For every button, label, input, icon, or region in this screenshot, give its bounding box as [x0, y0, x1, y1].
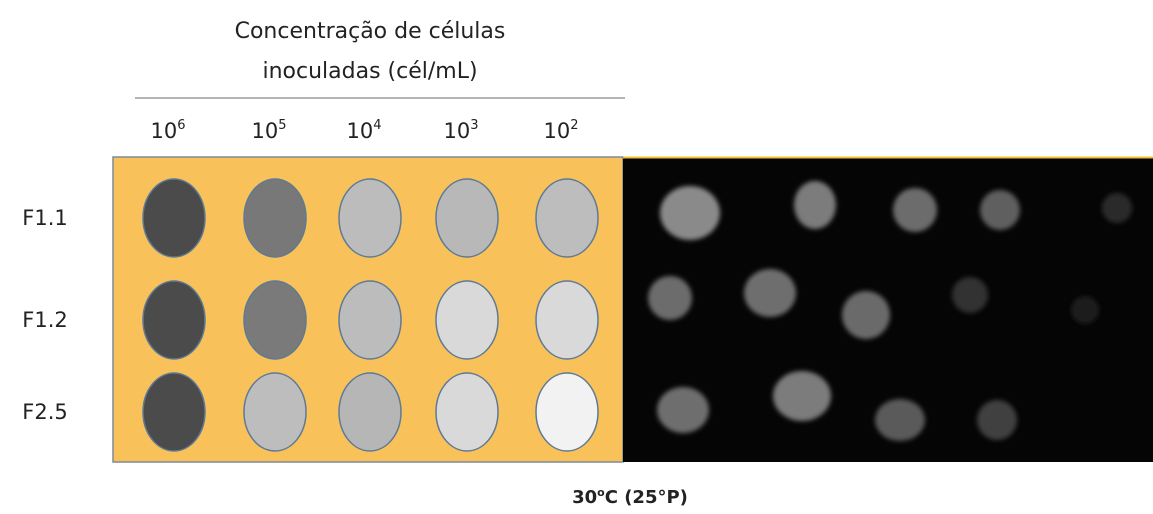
column-exp: 4	[373, 118, 381, 133]
spot	[536, 373, 598, 451]
column-label: 103	[443, 118, 478, 143]
spot	[436, 281, 498, 359]
column-exp: 2	[570, 118, 578, 133]
spot	[536, 281, 598, 359]
column-label: 105	[251, 118, 286, 143]
column-exp: 5	[278, 118, 286, 133]
footer-text: 30	[572, 487, 597, 508]
spot	[436, 373, 498, 451]
title-line: Concentração de células	[235, 19, 506, 44]
row-label: F1.1	[22, 206, 67, 230]
column-label: 102	[543, 118, 578, 143]
spot	[536, 179, 598, 257]
page: Concentração de células inoculadas (cél/…	[0, 0, 1153, 514]
column-exp: 6	[177, 118, 185, 133]
spot	[436, 179, 498, 257]
spot	[339, 281, 401, 359]
footer-text: C (25°P)	[605, 487, 688, 508]
spot	[143, 373, 205, 451]
column-base: 10	[443, 119, 470, 143]
column-base: 10	[346, 119, 373, 143]
column-label: 104	[346, 118, 381, 143]
column-base: 10	[150, 119, 177, 143]
spot	[339, 373, 401, 451]
footer: 30oC (25°P)	[572, 486, 688, 508]
spot	[143, 179, 205, 257]
title-line: inoculadas (cél/mL)	[262, 59, 477, 84]
spot	[244, 373, 306, 451]
row-label: F1.2	[22, 308, 67, 332]
spot	[339, 179, 401, 257]
figure: Concentração de células inoculadas (cél/…	[0, 0, 1153, 514]
row-label: F2.5	[22, 400, 67, 424]
column-base: 10	[543, 119, 570, 143]
photo-panel	[623, 157, 1153, 462]
column-exp: 3	[470, 118, 478, 133]
column-label: 106	[150, 118, 185, 143]
spot	[244, 281, 306, 359]
spot	[143, 281, 205, 359]
spot	[244, 179, 306, 257]
column-base: 10	[251, 119, 278, 143]
